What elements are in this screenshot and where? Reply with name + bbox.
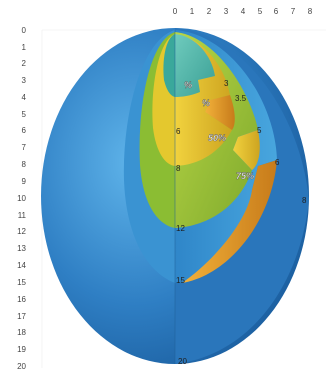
percent-label-b: % [202, 98, 210, 108]
percent-label-a: % [184, 80, 192, 90]
shell-labels: 3 3.5 5 6 8 6 8 12 15 20 [176, 79, 307, 366]
percent-labels: % % 50% 75% [184, 80, 254, 181]
left-axis: 0 1 2 3 4 5 6 7 8 9 10 11 12 13 14 15 16… [17, 26, 26, 371]
top-axis: 0 1 2 3 4 5 6 7 8 [173, 7, 313, 16]
top-tick: 7 [291, 7, 296, 16]
left-tick: 1 [22, 43, 27, 52]
percent-label-50: 50% [208, 133, 226, 143]
shell-label-15-mid: 15 [176, 276, 185, 285]
shell-label-3-5: 3.5 [235, 94, 247, 103]
top-tick: 3 [224, 7, 229, 16]
top-tick: 8 [308, 7, 313, 16]
shell-label-6-right: 6 [275, 158, 280, 167]
left-tick: 14 [17, 261, 26, 270]
core [163, 34, 175, 97]
shell-8-orange-band [205, 95, 235, 130]
top-tick: 6 [274, 7, 279, 16]
left-tick: 15 [17, 278, 26, 287]
left-tick: 2 [22, 59, 27, 68]
top-tick: 2 [207, 7, 212, 16]
left-tick: 0 [22, 26, 27, 35]
left-tick: 3 [22, 76, 27, 85]
shell-label-5: 5 [257, 126, 262, 135]
left-tick: 13 [17, 244, 26, 253]
left-tick: 18 [17, 328, 26, 337]
left-tick: 9 [22, 177, 27, 186]
left-tick: 8 [22, 160, 27, 169]
left-tick: 11 [18, 211, 27, 220]
shell-label-3: 3 [224, 79, 229, 88]
left-tick: 16 [17, 295, 26, 304]
left-tick: 20 [17, 362, 26, 371]
left-tick: 17 [17, 312, 26, 321]
shell-label-8-mid: 8 [176, 164, 181, 173]
shell-label-6-mid: 6 [176, 127, 181, 136]
top-tick: 4 [241, 7, 246, 16]
left-tick: 6 [22, 126, 27, 135]
left-tick: 5 [22, 110, 27, 119]
shell-label-8-right: 8 [302, 196, 307, 205]
shell-label-12-mid: 12 [176, 224, 185, 233]
shell-12-yellow-band [233, 130, 260, 170]
core-cut [175, 34, 215, 97]
percent-label-75: 75% [236, 171, 254, 181]
shell-15-orange-band [182, 160, 277, 283]
left-tick: 12 [17, 227, 26, 236]
left-tick: 10 [17, 194, 26, 203]
top-tick: 5 [258, 7, 263, 16]
top-tick: 1 [190, 7, 195, 16]
left-tick: 19 [17, 345, 26, 354]
shell-label-20-mid: 20 [178, 357, 187, 366]
top-tick: 0 [173, 7, 178, 16]
left-tick: 7 [22, 143, 27, 152]
left-tick: 4 [22, 93, 27, 102]
